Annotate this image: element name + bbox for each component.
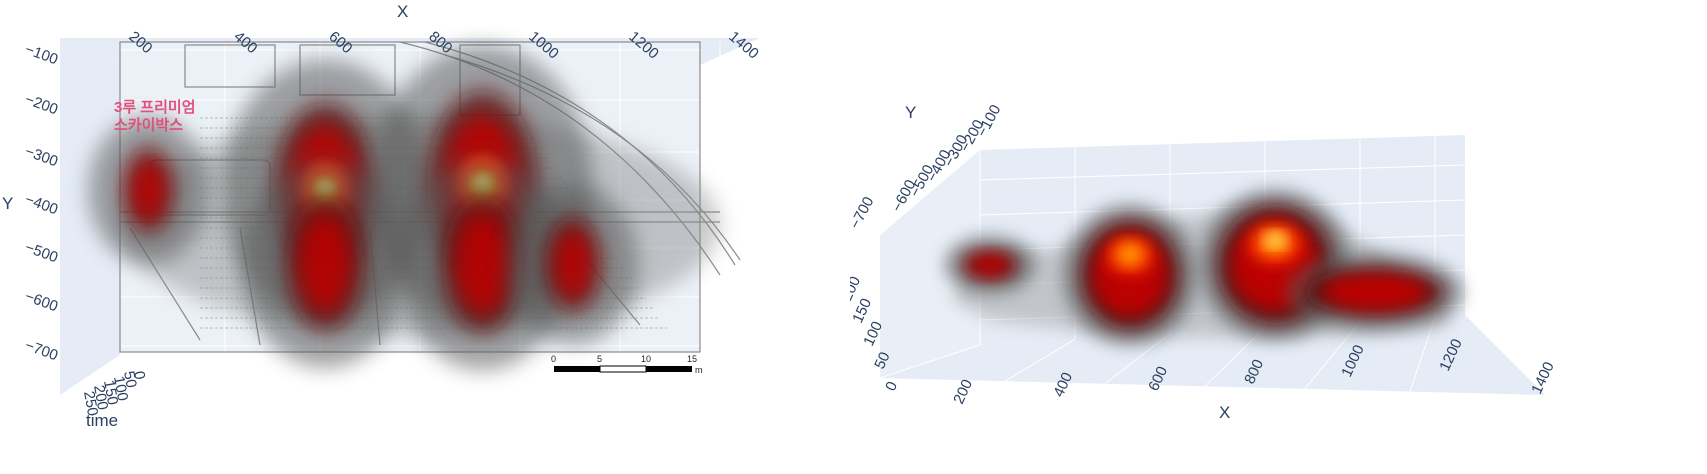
hotspot	[242, 160, 409, 369]
density-blob	[1287, 252, 1463, 332]
top-view-heatmap: 3루 프리미엄 스카이박스 0 5 10 15 m X Y time 200 40…	[2, 2, 762, 430]
scale-tick-3: 15	[687, 354, 697, 364]
perspective-heatmap: X Y time 200400600800100012001400−100−20…	[793, 102, 1558, 422]
scale-tick-0: 0	[551, 354, 556, 364]
y-tick-label: −700	[850, 194, 877, 232]
right-y-axis-title: Y	[905, 103, 916, 122]
z-tick-label: 200	[90, 384, 111, 412]
left-chart-panel: 3루 프리미엄 스카이박스 0 5 10 15 m X Y time 200 40…	[0, 0, 840, 469]
z-tick-label: 50	[871, 349, 893, 371]
z-tick-label: 0	[130, 370, 148, 381]
scale-tick-2: 10	[641, 354, 651, 364]
z-tick-label: 50	[120, 370, 140, 389]
density-blob	[944, 235, 1036, 295]
right-chart-panel: X Y time 200400600800100012001400−100−20…	[793, 0, 1707, 469]
scale-tick-1: 5	[597, 354, 602, 364]
left-z-axis-title: time	[86, 411, 118, 430]
scene-left-wall	[60, 38, 120, 395]
y-tick-label: −500	[23, 239, 61, 267]
scale-unit: m	[695, 365, 703, 375]
y-tick-label: −100	[23, 41, 61, 69]
z-tick-label: 100	[110, 375, 131, 403]
scene-floor	[880, 315, 1545, 395]
y-tick-label: −400	[23, 191, 61, 219]
z-tick-label: 0	[882, 379, 901, 394]
left-y-axis-title: Y	[2, 194, 13, 213]
y-tick-label: −300	[23, 143, 61, 171]
y-tick-label: −600	[23, 288, 61, 316]
y-tick-label: −700	[23, 337, 61, 365]
right-x-axis-title: X	[1219, 403, 1230, 422]
floorplan-label-1: 3루 프리미엄	[114, 98, 196, 116]
left-x-axis-title: X	[397, 2, 408, 21]
x-tick-label: 1400	[1528, 359, 1558, 396]
scale-bar: 0 5 10 15 m	[551, 354, 703, 375]
z-tick-label: 150	[100, 379, 121, 407]
x-tick-label: 200	[950, 377, 976, 407]
density-volume	[944, 189, 1463, 346]
floorplan-label-2: 스카이박스	[114, 117, 183, 134]
y-tick-label: −200	[23, 91, 61, 119]
z-tick-label: 250	[80, 390, 101, 418]
x-tick-label: 1400	[725, 28, 761, 62]
density-blob	[1062, 204, 1198, 346]
density-overlay	[88, 45, 720, 371]
scene-left-wall	[880, 150, 980, 378]
hotspot	[508, 184, 639, 345]
hotspot	[88, 116, 210, 265]
